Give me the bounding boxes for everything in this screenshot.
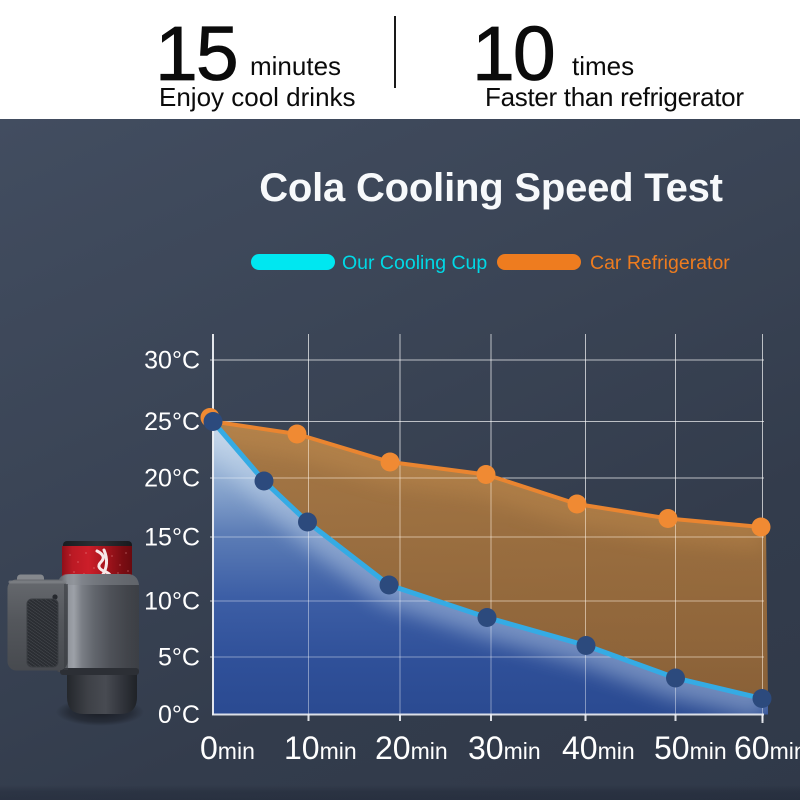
svg-text:10min: 10min (284, 730, 357, 766)
svg-text:Our Cooling Cup: Our Cooling Cup (342, 252, 487, 274)
svg-text:30min: 30min (468, 730, 541, 766)
svg-text:Car Refrigerator: Car Refrigerator (590, 252, 730, 274)
svg-text:60min: 60min (734, 730, 800, 766)
svg-text:10°C: 10°C (144, 588, 200, 616)
svg-text:0min: 0min (200, 730, 255, 766)
svg-text:25°C: 25°C (144, 408, 200, 436)
svg-text:0°C: 0°C (158, 701, 200, 729)
svg-text:40min: 40min (562, 730, 635, 766)
svg-text:50min: 50min (654, 730, 727, 766)
svg-text:20°C: 20°C (144, 465, 200, 493)
svg-text:15°C: 15°C (144, 524, 200, 552)
svg-text:30°C: 30°C (144, 347, 200, 375)
svg-text:20min: 20min (375, 730, 448, 766)
svg-text:5°C: 5°C (158, 644, 200, 672)
